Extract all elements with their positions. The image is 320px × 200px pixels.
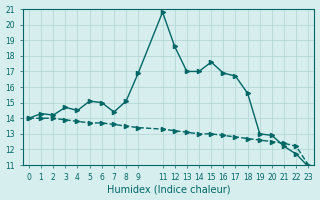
X-axis label: Humidex (Indice chaleur): Humidex (Indice chaleur) <box>107 184 230 194</box>
